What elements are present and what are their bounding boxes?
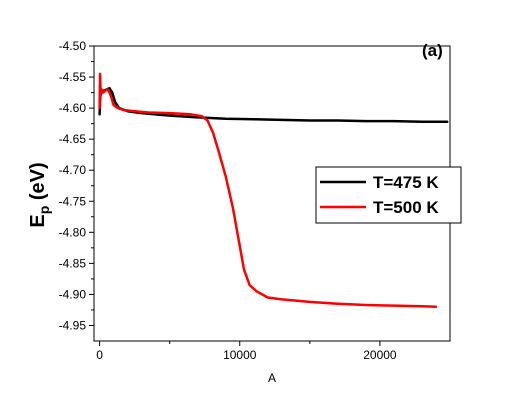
y-axis: -4.50 -4.55 -4.60 -4.65 -4.70 -4.75 -4.80 -4.85…	[59, 39, 94, 332]
y-tick-label: -4.65	[59, 132, 87, 146]
y-tick-label: -4.90	[59, 287, 87, 301]
x-tick-label: 0	[96, 348, 103, 362]
y-tick-label: -4.95	[59, 318, 87, 332]
legend: T=475 K T=500 K	[315, 166, 462, 224]
y-tick-label: -4.70	[59, 163, 87, 177]
y-tick-label: -4.80	[59, 225, 87, 239]
series-line-0	[98, 86, 449, 124]
y-tick-label: -4.85	[59, 256, 87, 270]
x-tick-label: 20000	[363, 348, 397, 362]
y-axis-label: Ep (eV)	[27, 162, 52, 227]
y-tick-label: -4.60	[59, 101, 87, 115]
y-tick-label: -4.55	[59, 70, 87, 84]
panel-label: (a)	[422, 41, 443, 60]
x-axis: 0 10000 20000	[96, 341, 397, 362]
y-tick-label: -4.75	[59, 194, 87, 208]
legend-label-500: T=500 K	[373, 198, 439, 217]
y-tick-label: -4.50	[59, 39, 87, 53]
series-line-1	[98, 72, 438, 309]
legend-label-475: T=475 K	[373, 173, 439, 192]
series-group	[98, 72, 449, 309]
x-axis-label: A	[268, 371, 276, 385]
legend-box	[315, 166, 462, 224]
x-tick-label: 10000	[223, 348, 257, 362]
